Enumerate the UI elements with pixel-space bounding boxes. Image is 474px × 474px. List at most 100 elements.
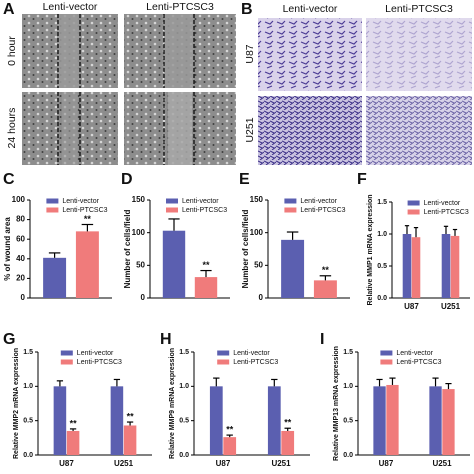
bar — [442, 389, 455, 455]
legend-label: Lenti-vector — [396, 350, 433, 357]
legend-swatch — [166, 198, 178, 204]
legend-swatch — [407, 200, 420, 206]
bar — [110, 386, 124, 455]
annotation: ** — [284, 418, 292, 428]
panel-label: E — [239, 171, 250, 188]
legend-label: Lenti-PTCSC3 — [424, 209, 469, 216]
legend-label: Lenti-PTCSC3 — [182, 207, 227, 214]
bar — [281, 430, 295, 455]
annotation: ** — [226, 424, 234, 434]
y-tick-label: 0.0 — [377, 295, 387, 302]
row-label: 0 hour — [6, 36, 18, 66]
x-tick-label: U87 — [404, 302, 419, 311]
panel-label: C — [3, 171, 15, 188]
y-tick-label: 1.0 — [377, 231, 387, 238]
y-axis-label: Relative MMP1 mRNA expression — [367, 195, 374, 306]
y-axis-label: % of wound area — [3, 217, 12, 281]
y-tick-label: 1.5 — [343, 349, 353, 356]
panel-label: D — [121, 171, 133, 188]
y-tick-label: 1.5 — [377, 199, 387, 206]
legend-swatch — [380, 359, 393, 365]
panel-label: G — [3, 331, 15, 348]
y-tick-label: 150 — [250, 195, 264, 204]
column-label: Lenti-vector — [43, 1, 98, 13]
panel-label: H — [160, 331, 172, 348]
bar — [281, 239, 305, 298]
y-axis-label: Number of cells/field — [241, 210, 250, 289]
y-tick-label: 100 — [250, 228, 264, 237]
bar — [441, 234, 451, 298]
y-tick-label: 0.0 — [23, 452, 33, 459]
y-tick-label: 0.5 — [377, 263, 387, 270]
y-tick-label: 150 — [132, 195, 146, 204]
y-axis-label: Relative MMP13 mRNA expression — [333, 346, 340, 461]
y-axis-label: Number of cells/field — [123, 210, 132, 289]
legend-swatch — [60, 359, 73, 365]
column-label: Lenti-vector — [283, 3, 338, 15]
bar — [209, 386, 223, 455]
y-tick-label: 50 — [254, 260, 263, 269]
y-tick-label: 0.0 — [179, 452, 189, 459]
legend-label: Lenti-PTCSC3 — [233, 359, 278, 366]
annotation: ** — [322, 265, 330, 275]
row-label: 24 hours — [6, 108, 18, 149]
legend-label: Lenti-vector — [233, 350, 270, 357]
bar — [267, 386, 281, 455]
y-tick-label: 0 — [259, 293, 264, 302]
annotation: ** — [84, 214, 92, 224]
y-tick-label: 1.5 — [179, 349, 189, 356]
bar — [450, 235, 460, 298]
bar — [194, 277, 218, 298]
panel-label: F — [357, 171, 367, 188]
x-tick-label: U251 — [441, 302, 461, 311]
x-tick-label: U87 — [59, 459, 74, 468]
y-tick-label: 0 — [141, 293, 146, 302]
row-label: U251 — [244, 117, 256, 142]
legend-swatch — [284, 198, 297, 204]
legend-label: Lenti-vector — [62, 198, 99, 205]
legend-label: Lenti-PTCSC3 — [300, 207, 345, 214]
y-axis-label: Relative MMP9 mRNA expression — [169, 348, 176, 459]
panel-label: A — [3, 1, 15, 18]
legend-label: Lenti-vector — [182, 198, 219, 205]
legend-swatch — [217, 350, 230, 356]
panel-b-images — [258, 18, 472, 165]
y-tick-label: 0.5 — [179, 418, 189, 425]
bar — [313, 280, 337, 298]
legend-label: Lenti-PTCSC3 — [396, 359, 441, 366]
bar — [123, 425, 137, 455]
x-tick-label: U251 — [114, 459, 134, 468]
annotation: ** — [202, 260, 210, 270]
y-axis-label: Relative MMP2 mRNA expression — [13, 348, 20, 459]
legend-swatch — [46, 198, 59, 204]
x-tick-label: U251 — [432, 459, 452, 468]
bar — [373, 386, 386, 455]
bar — [53, 386, 67, 455]
bar — [162, 230, 186, 298]
y-tick-label: 100 — [12, 195, 26, 204]
bar — [411, 237, 421, 298]
y-tick-label: 80 — [16, 215, 25, 224]
y-tick-label: 1.0 — [343, 383, 353, 390]
annotation: ** — [70, 418, 78, 428]
legend-swatch — [46, 207, 59, 213]
bar — [402, 234, 412, 298]
legend-swatch — [380, 350, 393, 356]
y-tick-label: 0 — [21, 293, 26, 302]
legend-swatch — [284, 207, 297, 213]
y-tick-label: 1.0 — [23, 383, 33, 390]
y-tick-label: 40 — [16, 254, 25, 263]
bar — [386, 384, 399, 455]
x-tick-label: U251 — [271, 459, 291, 468]
bar — [66, 430, 80, 455]
row-label: U87 — [244, 44, 256, 63]
legend-swatch — [407, 209, 420, 215]
y-tick-label: 60 — [16, 234, 25, 243]
legend-swatch — [166, 207, 178, 213]
x-tick-label: U87 — [379, 459, 394, 468]
y-tick-label: 0.5 — [343, 418, 353, 425]
legend-label: Lenti-vector — [300, 198, 337, 205]
y-tick-label: 1.5 — [23, 349, 33, 356]
bar — [429, 386, 442, 455]
